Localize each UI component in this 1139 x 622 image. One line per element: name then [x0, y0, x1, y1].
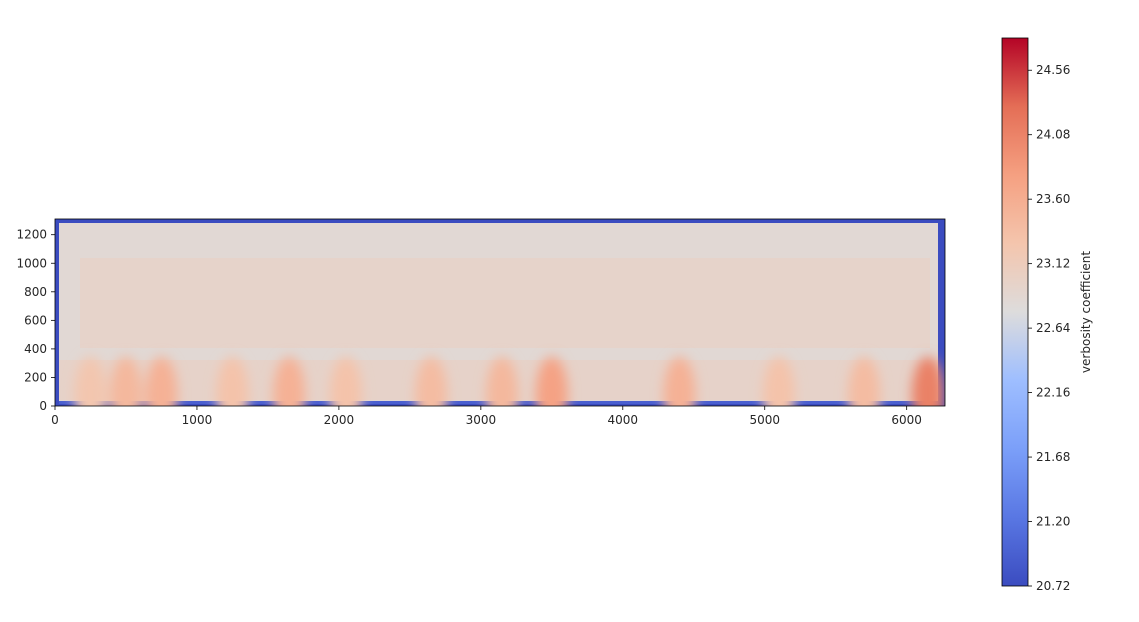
- heat-hotspot: [762, 356, 795, 406]
- heat-hotspot: [145, 356, 178, 406]
- heat-hotspot: [848, 356, 881, 406]
- heat-band-middle: [80, 258, 930, 348]
- y-tick-label: 400: [24, 342, 47, 356]
- colorbar-gradient: [1001, 37, 1029, 587]
- colorbar-ticks: 20.72 21.20 21.68 22.16 22.64 23.12 23.60 24.08…: [1028, 63, 1070, 593]
- y-tick-label: 800: [24, 285, 47, 299]
- x-tick-label: 2000: [324, 413, 355, 427]
- x-tick-label: 5000: [749, 413, 780, 427]
- colorbar-tick-label: 21.68: [1036, 450, 1070, 464]
- colorbar-label: verbosity coefficient: [1079, 251, 1093, 373]
- x-tick-label: 1000: [182, 413, 213, 427]
- heatmap-frame: [54, 218, 946, 407]
- x-tick-label: 3000: [466, 413, 497, 427]
- heat-hotspot: [329, 356, 362, 406]
- x-axis: 0 1000 2000 3000 4000 5000 6000: [51, 406, 922, 427]
- x-tick-label: 0: [51, 413, 59, 427]
- heat-hotspot: [273, 356, 306, 406]
- heat-hotspot: [911, 356, 944, 406]
- x-tick-label: 6000: [891, 413, 922, 427]
- y-tick-label: 1000: [16, 256, 47, 270]
- colorbar-tick-label: 22.16: [1036, 386, 1070, 400]
- heat-hotspot: [535, 356, 568, 406]
- colorbar-tick-label: 21.20: [1036, 515, 1070, 529]
- plot-area: [54, 218, 946, 407]
- colorbar-tick-label: 24.56: [1036, 63, 1070, 77]
- x-tick-label: 4000: [608, 413, 639, 427]
- colorbar-tick-label: 23.60: [1036, 192, 1070, 206]
- colorbar-tick-label: 24.08: [1036, 128, 1070, 142]
- colorbar-tick-label: 20.72: [1036, 579, 1070, 593]
- heat-hotspot: [663, 356, 696, 406]
- colorbar-tick-label: 23.12: [1036, 257, 1070, 271]
- heat-hotspot: [216, 356, 249, 406]
- heat-hotspot: [486, 356, 519, 406]
- y-tick-label: 600: [24, 313, 47, 327]
- heat-hotspot: [415, 356, 448, 406]
- y-tick-label: 0: [39, 399, 47, 413]
- y-axis: 0 200 400 600 800 1000 1200: [16, 228, 55, 413]
- heatmap-hotspots: [74, 356, 944, 406]
- y-tick-label: 200: [24, 370, 47, 384]
- heat-hotspot: [109, 356, 142, 406]
- y-tick-label: 1200: [16, 228, 47, 242]
- heat-hotspot: [74, 356, 107, 406]
- colorbar: 20.72 21.20 21.68 22.16 22.64 23.12 23.60 24.08…: [1001, 37, 1093, 593]
- colorbar-tick-label: 22.64: [1036, 321, 1070, 335]
